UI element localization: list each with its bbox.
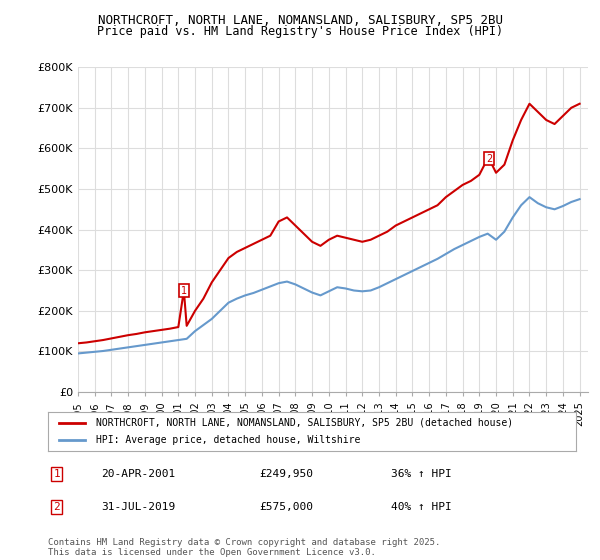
- Text: Contains HM Land Registry data © Crown copyright and database right 2025.
This d: Contains HM Land Registry data © Crown c…: [48, 538, 440, 557]
- Text: £249,950: £249,950: [259, 469, 313, 479]
- Text: 31-JUL-2019: 31-JUL-2019: [101, 502, 175, 512]
- Text: 1: 1: [181, 286, 187, 296]
- Text: NORTHCROFT, NORTH LANE, NOMANSLAND, SALISBURY, SP5 2BU (detached house): NORTHCROFT, NORTH LANE, NOMANSLAND, SALI…: [95, 418, 512, 428]
- Text: Price paid vs. HM Land Registry's House Price Index (HPI): Price paid vs. HM Land Registry's House …: [97, 25, 503, 38]
- Text: 2: 2: [53, 502, 60, 512]
- Text: 20-APR-2001: 20-APR-2001: [101, 469, 175, 479]
- Text: HPI: Average price, detached house, Wiltshire: HPI: Average price, detached house, Wilt…: [95, 435, 360, 445]
- Text: 2: 2: [486, 153, 492, 164]
- Text: £575,000: £575,000: [259, 502, 313, 512]
- Text: 1: 1: [53, 469, 60, 479]
- Text: 40% ↑ HPI: 40% ↑ HPI: [391, 502, 452, 512]
- Text: NORTHCROFT, NORTH LANE, NOMANSLAND, SALISBURY, SP5 2BU: NORTHCROFT, NORTH LANE, NOMANSLAND, SALI…: [97, 14, 503, 27]
- Text: 36% ↑ HPI: 36% ↑ HPI: [391, 469, 452, 479]
